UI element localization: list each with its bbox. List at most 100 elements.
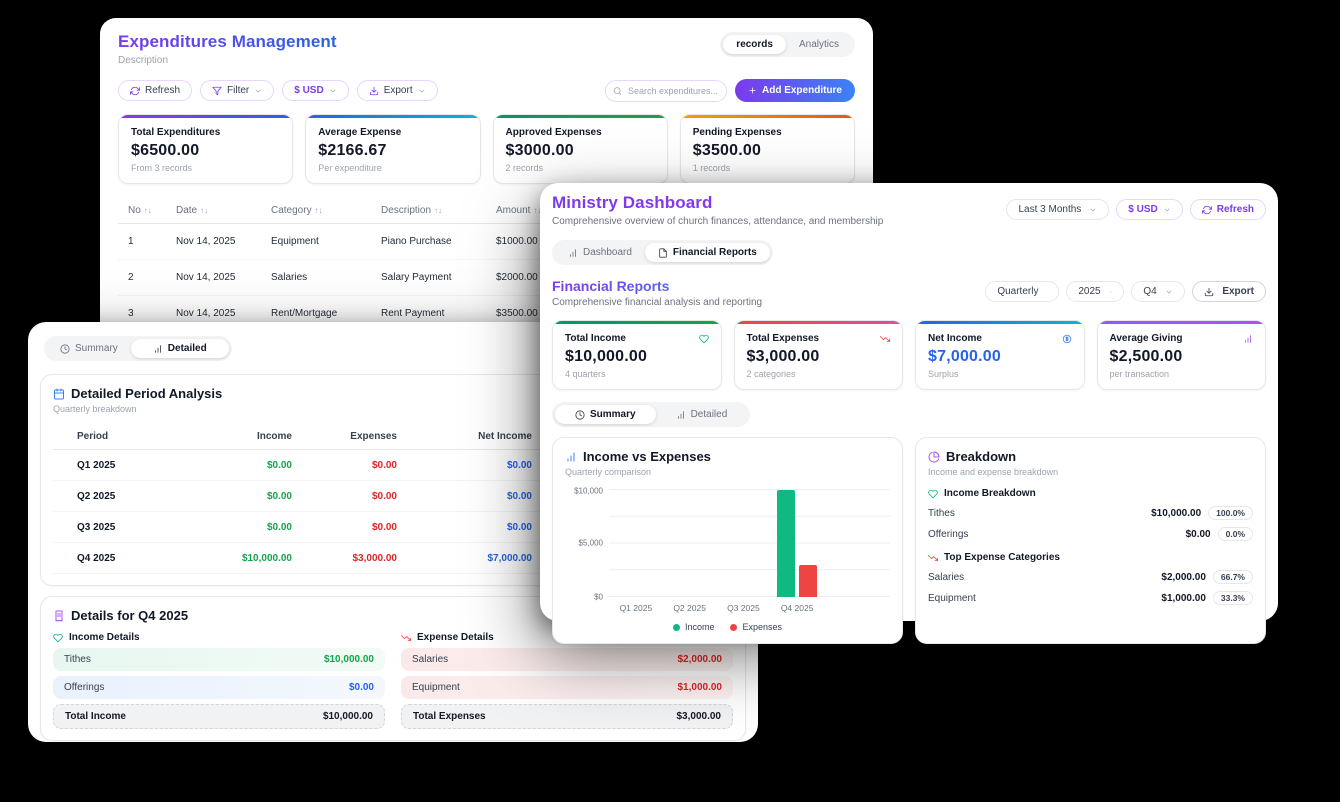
bar-chart-icon xyxy=(570,248,576,257)
bar-chart: $10,000 $5,000 $0 xyxy=(565,487,890,602)
bar-chart-icon xyxy=(1245,334,1251,343)
period-analysis-table: Period Income Expenses Net Income Q1 202… xyxy=(53,424,733,574)
year-select[interactable]: 2025 xyxy=(1066,281,1125,302)
table-row[interactable]: Q1 2025 $0.00 $0.00 $0.00 xyxy=(53,450,733,481)
heart-icon xyxy=(928,489,938,498)
bar-group-q1-2025 xyxy=(616,490,656,597)
stat-average-expense: Average Expense $2166.67 Per expenditure xyxy=(305,114,481,184)
table-header-row: No ↑↓ Date ↑↓ Category ↑↓ Description ↑↓ Amo… xyxy=(118,198,855,224)
chevron-down-icon xyxy=(1109,290,1112,293)
chevron-down-icon xyxy=(330,89,336,92)
tab-detailed[interactable]: Detailed xyxy=(656,405,748,424)
table-row[interactable]: Q4 2025 $10,000.00 $3,000.00 $7,000.00 xyxy=(53,543,733,574)
refresh-button[interactable]: Refresh xyxy=(118,80,193,101)
panel-subtitle: Quarterly breakdown xyxy=(53,404,137,414)
chevron-down-icon xyxy=(419,89,424,92)
clock-icon xyxy=(575,409,585,420)
header-description[interactable]: Description ↑↓ xyxy=(381,205,443,216)
tab-detailed[interactable]: Detailed xyxy=(130,339,229,358)
stat-pending-expenses: Pending Expenses $3500.00 1 records xyxy=(679,114,855,184)
dollar-circle-icon xyxy=(1062,334,1071,343)
refresh-button[interactable]: Refresh xyxy=(1189,199,1266,220)
search-input[interactable] xyxy=(604,79,727,102)
table-row[interactable]: 1 Nov 14, 2025 Equipment Piano Purchase … xyxy=(118,224,855,260)
date-range-select[interactable]: Last 3 Months xyxy=(1006,199,1110,220)
stat-note: 2 categories xyxy=(746,369,796,379)
expenditures-header: Expenditures Management Description xyxy=(118,32,337,66)
add-expenditure-button[interactable]: Add Expenditure xyxy=(734,79,855,102)
chevron-down-icon xyxy=(255,89,261,92)
chart-subtitle: Quarterly comparison xyxy=(565,467,652,477)
sort-icon: ↑↓ xyxy=(434,206,443,215)
stat-note: 4 quarters xyxy=(565,369,606,379)
tab-records[interactable]: records xyxy=(723,35,786,54)
search-icon xyxy=(613,86,622,95)
stat-note: 1 records xyxy=(692,163,731,173)
search-box xyxy=(604,79,727,102)
income-total-row: Total Income $10,000.00 xyxy=(53,704,385,729)
page-subtitle: Description xyxy=(118,55,169,66)
chart-title: Income vs Expenses xyxy=(583,449,711,464)
currency-select[interactable]: $ USD xyxy=(282,80,349,101)
page-title: Expenditures Management xyxy=(118,32,337,51)
stat-note: Surplus xyxy=(928,369,959,379)
tab-financial-reports[interactable]: Financial Reports xyxy=(644,243,770,262)
currency-select[interactable]: $ USD xyxy=(1116,199,1183,220)
period-type-select[interactable]: Quarterly xyxy=(985,281,1060,302)
trending-down-icon xyxy=(401,634,411,641)
stat-value: $6500.00 xyxy=(131,142,200,159)
expense-row-salaries: Salaries $2,000.00 xyxy=(401,648,733,671)
file-text-icon xyxy=(659,247,667,258)
percent-badge: 0.0% xyxy=(1217,527,1253,541)
chevron-down-icon xyxy=(1090,208,1096,211)
expenditure-stats: Total Expenditures $6500.00 From 3 recor… xyxy=(118,114,855,184)
summary-detailed-tabs: Summary Detailed xyxy=(552,402,751,427)
stat-value: $2,500.00 xyxy=(1109,348,1183,365)
sort-icon: ↑↓ xyxy=(200,206,209,215)
export-button[interactable]: Export xyxy=(356,80,438,101)
tab-summary[interactable]: Summary xyxy=(47,339,131,358)
bar-chart-icon xyxy=(677,410,684,419)
quarter-select[interactable]: Q4 xyxy=(1131,281,1186,302)
stat-value: $7,000.00 xyxy=(928,348,1001,365)
table-row[interactable]: 2 Nov 14, 2025 Salaries Salary Payment $… xyxy=(118,260,855,296)
expense-row-equipment: Equipment $1,000.00 xyxy=(401,676,733,699)
income-vs-expenses-card: Income vs Expenses Quarterly comparison … xyxy=(552,437,903,644)
records-analytics-tabs: records Analytics xyxy=(720,32,855,57)
tab-dashboard[interactable]: Dashboard xyxy=(555,243,645,262)
breakdown-row-offerings: Offerings $0.00 0.0% xyxy=(928,527,1253,541)
filter-icon xyxy=(212,86,222,95)
trending-down-icon xyxy=(928,554,938,561)
percent-badge: 66.7% xyxy=(1212,570,1253,584)
bar-group-q4-2025 xyxy=(777,490,818,597)
header-category[interactable]: Category ↑↓ xyxy=(271,205,323,216)
expense-total-row: Total Expenses $3,000.00 xyxy=(401,704,733,729)
clock-icon xyxy=(60,343,70,354)
table-row[interactable]: Q2 2025 $0.00 $0.00 $0.00 xyxy=(53,481,733,512)
breakdown-row-salaries: Salaries $2,000.00 66.7% xyxy=(928,570,1253,584)
header-no[interactable]: No ↑↓ xyxy=(128,205,152,216)
refresh-icon xyxy=(130,86,140,95)
refresh-icon xyxy=(1201,205,1212,214)
percent-badge: 100.0% xyxy=(1208,506,1253,520)
tab-analytics[interactable]: Analytics xyxy=(798,39,839,50)
stat-approved-expenses: Approved Expenses $3000.00 2 records xyxy=(492,114,668,184)
calendar-icon xyxy=(54,388,64,399)
stat-note: From 3 records xyxy=(131,163,193,173)
stat-note: per transaction xyxy=(1109,369,1170,379)
expense-details-column: Expense Details Salaries $2,000.00 Equip… xyxy=(401,632,733,729)
header-amount[interactable]: Amount ↑↓ xyxy=(496,205,542,216)
stat-value: $3000.00 xyxy=(505,142,574,159)
export-button[interactable]: Export xyxy=(1192,281,1266,302)
stat-value: $2166.67 xyxy=(318,142,387,159)
filter-button[interactable]: Filter xyxy=(200,80,275,101)
panel-subtitle: Income and expense breakdown xyxy=(928,467,1059,477)
header-date[interactable]: Date ↑↓ xyxy=(176,205,209,216)
legend-income: Income xyxy=(672,622,714,632)
q4-details-panel: Details for Q4 2025 Income Details Tithe… xyxy=(40,596,746,741)
chevron-down-icon xyxy=(1166,290,1172,293)
tab-summary[interactable]: Summary xyxy=(555,405,656,424)
bar-group-q2-2025 xyxy=(670,490,710,597)
table-row[interactable]: Q3 2025 $0.00 $0.00 $0.00 xyxy=(53,512,733,543)
stat-total-expenses: Total Expenses $3,000.00 2 categories xyxy=(733,320,903,390)
